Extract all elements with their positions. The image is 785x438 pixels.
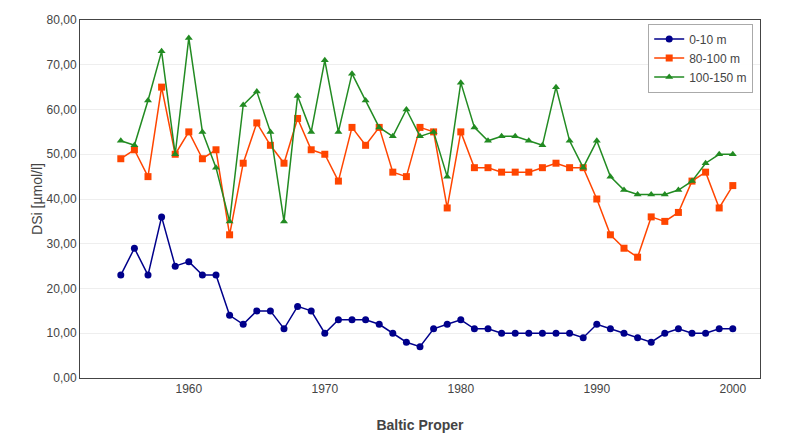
svg-text:80,00: 80,00 (47, 13, 77, 27)
svg-text:DSi [µmol/l]: DSi [µmol/l] (29, 163, 45, 235)
svg-text:1980: 1980 (447, 382, 474, 396)
svg-text:10,00: 10,00 (47, 326, 77, 340)
svg-text:0,00: 0,00 (53, 371, 77, 385)
svg-text:30,00: 30,00 (47, 237, 77, 251)
svg-text:1970: 1970 (311, 382, 338, 396)
svg-text:1960: 1960 (175, 382, 202, 396)
svg-text:100-150 m: 100-150 m (689, 71, 746, 85)
svg-text:50,00: 50,00 (47, 147, 77, 161)
svg-text:70,00: 70,00 (47, 58, 77, 72)
svg-text:40,00: 40,00 (47, 192, 77, 206)
svg-text:20,00: 20,00 (47, 282, 77, 296)
svg-text:1990: 1990 (583, 382, 610, 396)
svg-text:80-100 m: 80-100 m (689, 52, 740, 66)
svg-text:2000: 2000 (719, 382, 746, 396)
svg-text:Baltic Proper: Baltic Proper (376, 417, 464, 433)
svg-text:60,00: 60,00 (47, 103, 77, 117)
svg-text:0-10 m: 0-10 m (689, 33, 726, 47)
